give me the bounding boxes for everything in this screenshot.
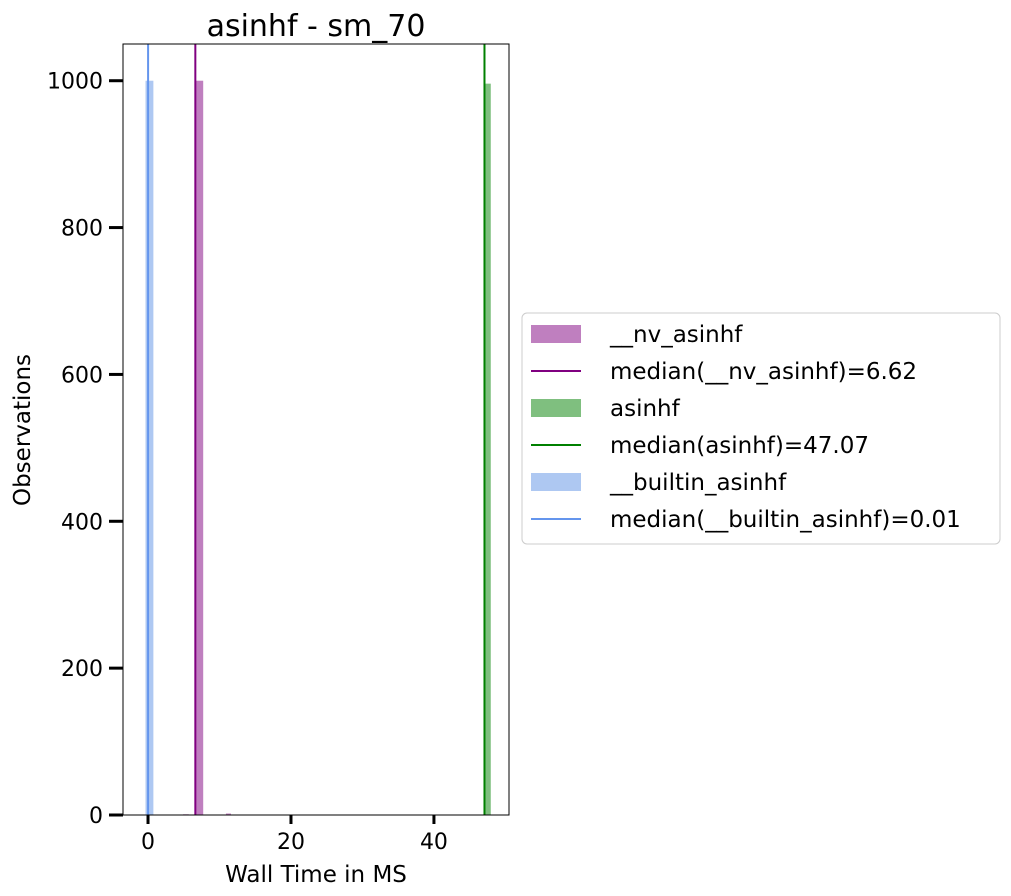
- legend-swatch-nvasinhf: [531, 325, 581, 343]
- y-tick-label: 400: [61, 510, 103, 535]
- y-axis-label: Observations: [10, 354, 36, 506]
- x-axis: 0 20 40: [141, 815, 448, 855]
- legend-median-label-nvasinhf: median(__nv_asinhf)=6.62: [610, 359, 917, 385]
- x-tick-label: 20: [277, 830, 305, 855]
- legend-label-builtinasinhf: __builtin_asinhf: [609, 470, 787, 496]
- y-tick-label: 600: [61, 363, 103, 388]
- legend: __nv_asinhf median(__nv_asinhf)=6.62asinh…: [521, 312, 1001, 545]
- x-axis-label: Wall Time in MS: [225, 862, 407, 888]
- bar-nvasinhf-0: [195, 80, 204, 815]
- legend-median-label-builtinasinhf: median(__builtin_asinhf)=0.01: [610, 507, 961, 533]
- y-tick-label: 800: [61, 217, 103, 242]
- y-tick-label: 0: [89, 804, 103, 829]
- plot-area: [145, 44, 491, 816]
- x-tick-label: 0: [141, 830, 155, 855]
- legend-frame: [521, 312, 1001, 545]
- bar-builtinasinhf-0: [145, 80, 154, 815]
- bar-asinhf-0: [484, 83, 491, 815]
- y-tick-label: 200: [61, 657, 103, 682]
- x-tick-label: 40: [420, 830, 448, 855]
- y-tick-label: 1000: [47, 70, 103, 95]
- legend-swatch-builtinasinhf: [531, 473, 581, 491]
- legend-swatch-asinhf: [531, 399, 581, 417]
- legend-median-label-asinhf: median(asinhf)=47.07: [610, 433, 869, 459]
- legend-label-asinhf: asinhf: [610, 396, 681, 422]
- chart-title: asinhf - sm_70: [207, 9, 426, 44]
- legend-label-nvasinhf: __nv_asinhf: [609, 322, 743, 348]
- bar-nvasinhf-2: [225, 813, 231, 815]
- plot-frame: [122, 43, 510, 816]
- y-axis: 0 200 400 600 800 1000: [47, 70, 123, 829]
